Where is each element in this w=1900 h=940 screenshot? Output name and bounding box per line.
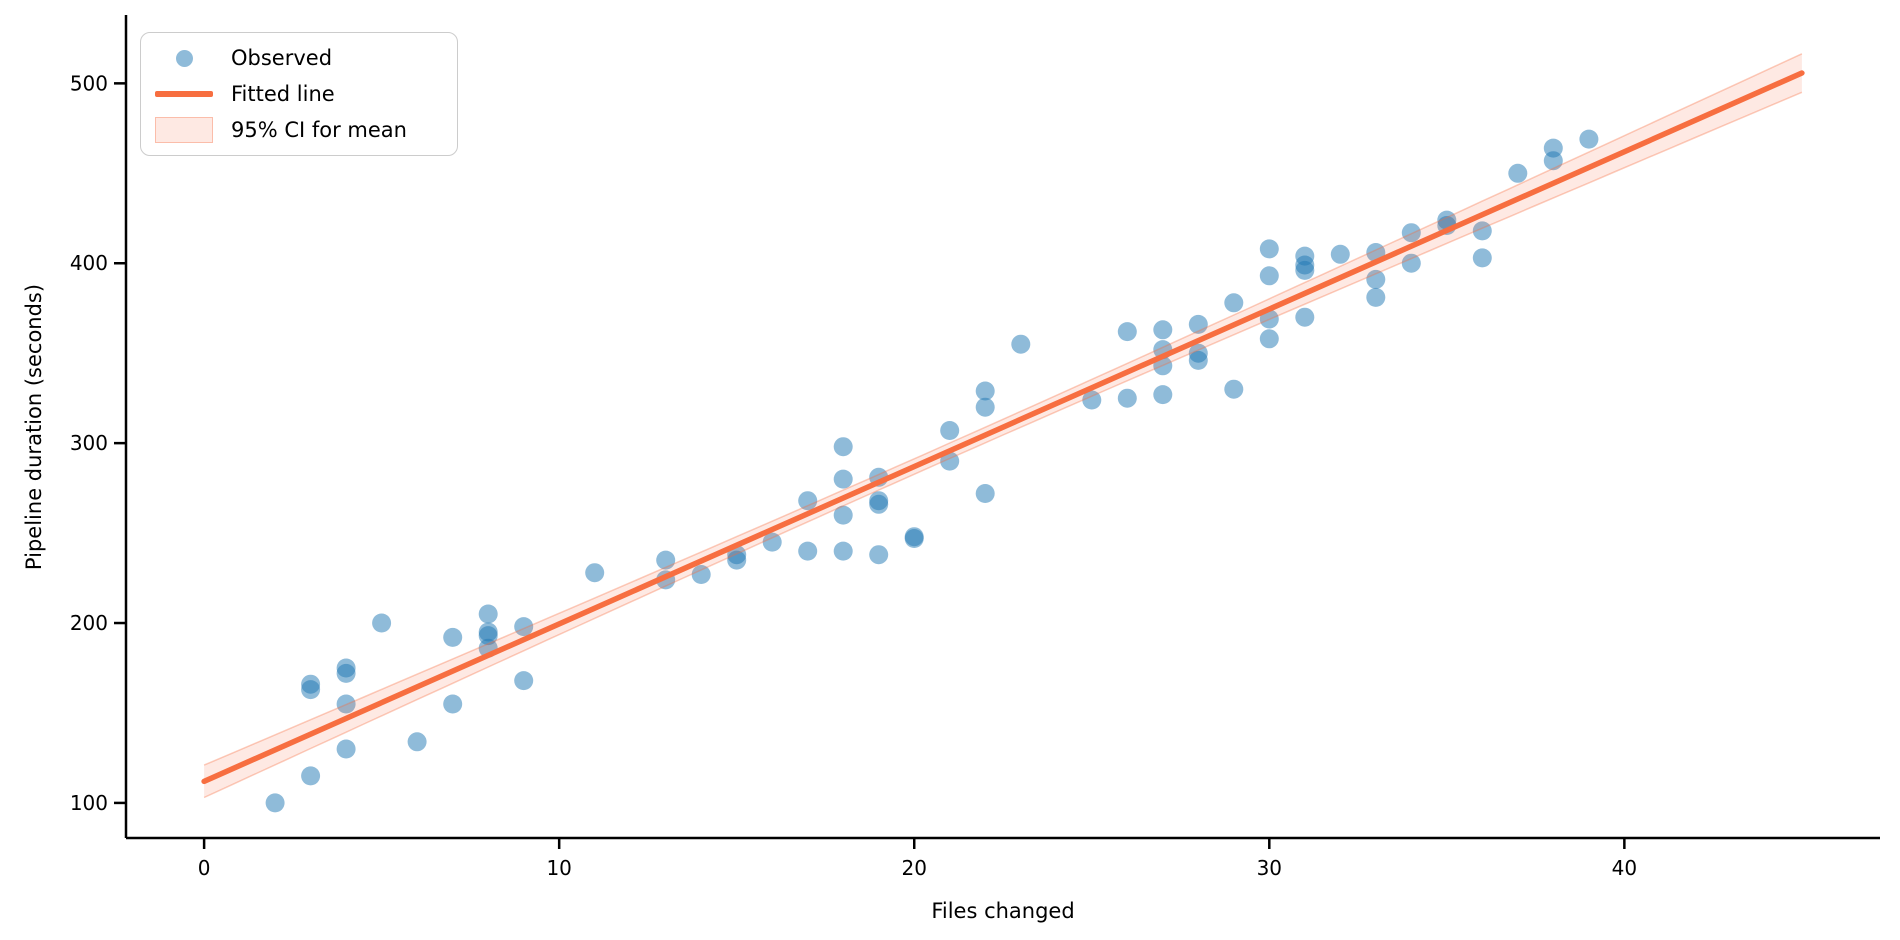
data-point	[975, 484, 995, 503]
y-tick-label: 500	[70, 71, 108, 95]
y-axis-label: Pipeline duration (seconds)	[22, 283, 46, 571]
data-point	[1259, 266, 1279, 286]
data-point	[1472, 221, 1492, 241]
x-axis-label: Files changed	[931, 899, 1075, 923]
ci-band-lower-edge	[203, 91, 1803, 799]
data-point	[940, 451, 960, 471]
x-tick-label: 10	[546, 856, 571, 880]
x-tick-label: 30	[1257, 856, 1282, 880]
observed-dot-icon	[155, 49, 213, 67]
data-point	[798, 541, 818, 561]
data-point	[1259, 239, 1279, 259]
legend-label: Fitted line	[231, 82, 335, 106]
data-point	[443, 694, 463, 714]
data-point	[1188, 343, 1208, 363]
data-point	[762, 532, 782, 552]
data-point	[1117, 322, 1137, 342]
data-point	[478, 604, 498, 624]
y-tick-label: 400	[70, 251, 108, 275]
data-point	[656, 550, 676, 570]
legend-item-observed: Observed	[155, 41, 443, 75]
data-point	[372, 613, 392, 633]
fitted-line-icon	[155, 91, 213, 97]
data-point	[1153, 385, 1173, 405]
data-point	[1224, 293, 1244, 313]
data-point	[1401, 253, 1421, 273]
y-tick-label: 100	[70, 791, 108, 815]
data-point	[975, 397, 995, 417]
observed-points	[265, 129, 1599, 813]
data-point	[1224, 379, 1244, 399]
data-point	[798, 491, 818, 511]
data-point	[478, 622, 498, 642]
x-tick-label: 40	[1612, 856, 1637, 880]
data-point	[1366, 269, 1386, 289]
data-point	[904, 527, 924, 547]
data-point	[833, 541, 853, 561]
data-point	[975, 381, 995, 401]
legend-label: 95% CI for mean	[231, 118, 407, 142]
data-point	[1011, 334, 1031, 354]
data-point	[691, 565, 711, 584]
data-point	[1295, 307, 1315, 327]
axes: 0 10 20 30 40 100 200 300 400 500	[70, 15, 1880, 880]
x-tick-label: 0	[198, 856, 211, 880]
data-point	[514, 617, 534, 637]
data-point	[1401, 223, 1421, 243]
data-point	[443, 627, 463, 647]
data-point	[1117, 388, 1137, 408]
data-point	[301, 674, 321, 694]
data-point	[833, 469, 853, 489]
y-tick-label: 300	[70, 431, 108, 455]
data-point	[1330, 244, 1350, 264]
data-point	[833, 437, 853, 457]
data-point	[1188, 314, 1208, 334]
data-point	[1366, 287, 1386, 307]
data-point	[1153, 320, 1173, 340]
data-point	[336, 694, 356, 714]
data-point	[940, 421, 960, 440]
legend: Observed Fitted line 95% CI for mean	[140, 32, 458, 156]
data-point	[1543, 138, 1563, 158]
data-point	[1508, 163, 1528, 183]
ci-band-upper-edge	[203, 53, 1803, 766]
legend-item-ci: 95% CI for mean	[155, 113, 443, 147]
legend-label: Observed	[231, 46, 333, 70]
data-point	[1472, 248, 1492, 268]
data-point	[1437, 210, 1457, 230]
data-point	[1259, 329, 1279, 349]
data-point	[585, 563, 605, 583]
data-point	[1295, 246, 1315, 266]
data-point	[514, 671, 534, 691]
y-tick-label: 200	[70, 611, 108, 635]
data-point	[833, 505, 853, 525]
data-point	[407, 732, 427, 752]
data-point	[1082, 390, 1102, 410]
data-point	[1259, 309, 1279, 329]
fitted-line	[201, 70, 1805, 785]
ci-patch-icon	[155, 117, 213, 143]
x-tick-label: 20	[902, 856, 927, 880]
data-point	[869, 545, 889, 565]
data-point	[265, 793, 285, 813]
data-point	[1579, 129, 1599, 149]
legend-item-fitted-line: Fitted line	[155, 77, 443, 111]
data-point	[336, 658, 356, 678]
data-point	[301, 766, 321, 786]
data-point	[336, 739, 356, 759]
data-point	[869, 491, 889, 511]
